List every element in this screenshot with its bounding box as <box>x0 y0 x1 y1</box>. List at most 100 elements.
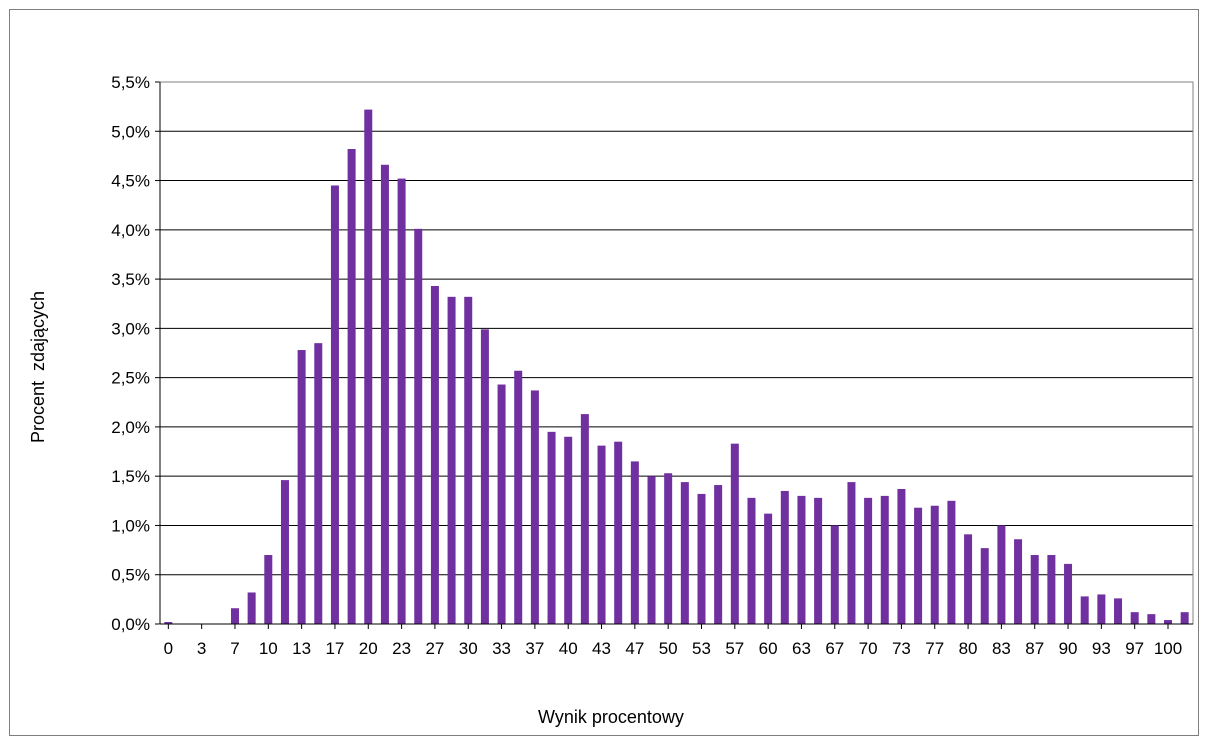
bar <box>930 505 939 624</box>
bar <box>380 164 389 624</box>
x-tick-label: 20 <box>359 639 378 658</box>
bar <box>297 350 306 624</box>
x-tick-labels: 0 3 7 10 13 17 20 23 27 30 33 37 40 43 47 50 53 57 60 63 67 7… <box>164 639 1183 658</box>
bar <box>264 555 273 624</box>
bar <box>314 343 323 624</box>
bar <box>680 482 689 624</box>
bar <box>1130 612 1139 624</box>
x-tick-label: 10 <box>259 639 278 658</box>
x-tick-label: 50 <box>659 639 678 658</box>
y-tick-label: 4,0% <box>111 221 150 240</box>
bar <box>430 285 439 624</box>
x-tick-label: 27 <box>425 639 444 658</box>
bar <box>780 490 789 624</box>
x-tick-label: 63 <box>792 639 811 658</box>
bar <box>897 488 906 624</box>
x-tick-label: 73 <box>892 639 911 658</box>
bar <box>230 608 239 624</box>
bar <box>997 525 1006 624</box>
bar <box>280 480 289 624</box>
bar <box>1047 555 1056 624</box>
bar <box>947 500 956 624</box>
x-tick-label: 80 <box>959 639 978 658</box>
bar <box>397 178 406 624</box>
bar <box>730 443 739 624</box>
y-tick-label: 1,0% <box>111 516 150 535</box>
bar <box>764 513 773 624</box>
bar <box>1180 612 1189 624</box>
bar <box>330 185 339 624</box>
x-tick-label: 60 <box>759 639 778 658</box>
bar <box>580 414 589 624</box>
y-tick-label: 2,5% <box>111 369 150 388</box>
bar <box>1014 539 1023 624</box>
bar <box>464 296 473 624</box>
bar <box>164 622 173 624</box>
bar <box>514 370 523 624</box>
bar <box>347 149 356 624</box>
bar <box>530 390 539 624</box>
bar <box>647 476 656 624</box>
x-tick-label: 87 <box>1025 639 1044 658</box>
x-tick-label: 40 <box>559 639 578 658</box>
bar <box>1064 563 1073 624</box>
x-tick-label: 3 <box>197 639 206 658</box>
bar <box>414 228 423 624</box>
x-tick-label: 23 <box>392 639 411 658</box>
bar <box>497 384 506 624</box>
bar <box>1080 596 1089 624</box>
bar <box>547 431 556 624</box>
bar <box>564 436 573 624</box>
x-tick-label: 37 <box>525 639 544 658</box>
x-tick-label: 30 <box>459 639 478 658</box>
bar <box>1097 594 1106 624</box>
y-tick-label: 3,5% <box>111 270 150 289</box>
x-tick-label: 90 <box>1059 639 1078 658</box>
bar <box>480 329 489 624</box>
bar <box>847 482 856 624</box>
bar <box>614 441 623 624</box>
axes <box>155 81 1194 629</box>
bar <box>1114 598 1123 624</box>
bar <box>914 507 923 624</box>
y-tick-label: 5,0% <box>111 122 150 141</box>
bar <box>1147 614 1156 624</box>
x-tick-label: 83 <box>992 639 1011 658</box>
x-tick-label: 97 <box>1125 639 1144 658</box>
bar <box>364 109 373 625</box>
y-axis-title: Procent zdających <box>28 291 48 443</box>
y-tick-label: 0,0% <box>111 615 150 634</box>
x-tick-label: 93 <box>1092 639 1111 658</box>
bar <box>697 493 706 624</box>
bar <box>880 495 889 624</box>
bar <box>964 534 973 624</box>
y-tick-label: 4,5% <box>111 172 150 191</box>
x-tick-label: 0 <box>164 639 173 658</box>
bar <box>747 497 756 624</box>
x-tick-label: 47 <box>625 639 644 658</box>
y-tick-label: 0,5% <box>111 566 150 585</box>
bar <box>630 461 639 624</box>
x-tick-label: 33 <box>492 639 511 658</box>
x-tick-label: 53 <box>692 639 711 658</box>
x-tick-label: 67 <box>825 639 844 658</box>
bar <box>597 445 606 624</box>
bar <box>1030 555 1039 624</box>
bar <box>980 548 989 624</box>
bar <box>714 485 723 624</box>
y-tick-label: 3,0% <box>111 319 150 338</box>
bar <box>814 497 823 624</box>
x-tick-label: 17 <box>325 639 344 658</box>
x-tick-label: 7 <box>230 639 239 658</box>
x-tick-label: 70 <box>859 639 878 658</box>
bar <box>830 525 839 624</box>
bar <box>864 497 873 624</box>
x-axis-title: Wynik procentowy <box>538 707 684 727</box>
x-tick-label: 13 <box>292 639 311 658</box>
bar <box>1164 620 1173 624</box>
x-tick-label: 57 <box>725 639 744 658</box>
bar <box>664 473 673 624</box>
y-tick-label: 1,5% <box>111 467 150 486</box>
bar <box>797 495 806 624</box>
